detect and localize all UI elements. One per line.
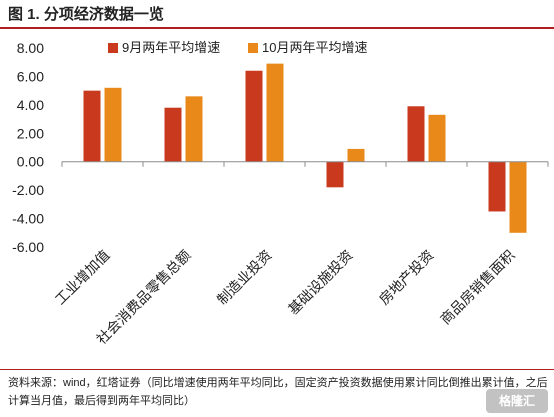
bar-series2-4 (347, 148, 365, 162)
y-tick-label: -2.00 (12, 182, 44, 198)
legend-label-2: 10月两年平均增速 (262, 40, 367, 55)
bar-series2-3 (266, 63, 284, 162)
source-rule (0, 369, 554, 370)
source-note: 资料来源：wind，红塔证券（同比增速使用两年平均同比，固定资产投资数据使用累计… (8, 377, 548, 407)
legend-swatch-2 (248, 43, 258, 53)
y-tick-label: 6.00 (17, 68, 44, 84)
bar-series1-4 (326, 161, 344, 188)
y-tick-label: -6.00 (12, 239, 44, 255)
watermark-text: 格隆汇 (498, 394, 535, 408)
category-label: 商品房销售面积 (437, 247, 518, 328)
bar-series2-1 (104, 87, 122, 162)
legend-swatch-1 (108, 43, 118, 53)
y-tick-label: -4.00 (12, 211, 44, 227)
bar-series1-2 (164, 107, 182, 162)
bar-series1-5 (407, 106, 425, 162)
figure-title: 图 1. 分项经济数据一览 (8, 6, 164, 23)
category-label: 房地产投资 (376, 247, 437, 308)
bar-chart: 8.00 6.00 4.00 2.00 0.00 -2.00 -4.00 -6.00 工业增加值… (12, 40, 549, 347)
category-label: 制造业投资 (214, 247, 275, 308)
y-tick-label: 0.00 (17, 154, 44, 170)
bar-series1-3 (245, 70, 263, 162)
category-label: 基础设施投资 (285, 247, 356, 318)
title-rule (0, 27, 554, 29)
y-tick-label: 4.00 (17, 97, 44, 113)
category-label: 工业增加值 (52, 247, 113, 308)
y-tick-label: 8.00 (17, 40, 44, 56)
bar-series2-6 (509, 161, 527, 233)
bar-series1-6 (488, 161, 506, 212)
bar-series2-2 (185, 96, 203, 162)
watermark-logo: 格隆汇 (486, 389, 548, 413)
bar-series1-1 (83, 90, 101, 162)
bar-series2-5 (428, 114, 446, 162)
legend-label-1: 9月两年平均增速 (122, 40, 220, 55)
y-tick-label: 2.00 (17, 125, 44, 141)
